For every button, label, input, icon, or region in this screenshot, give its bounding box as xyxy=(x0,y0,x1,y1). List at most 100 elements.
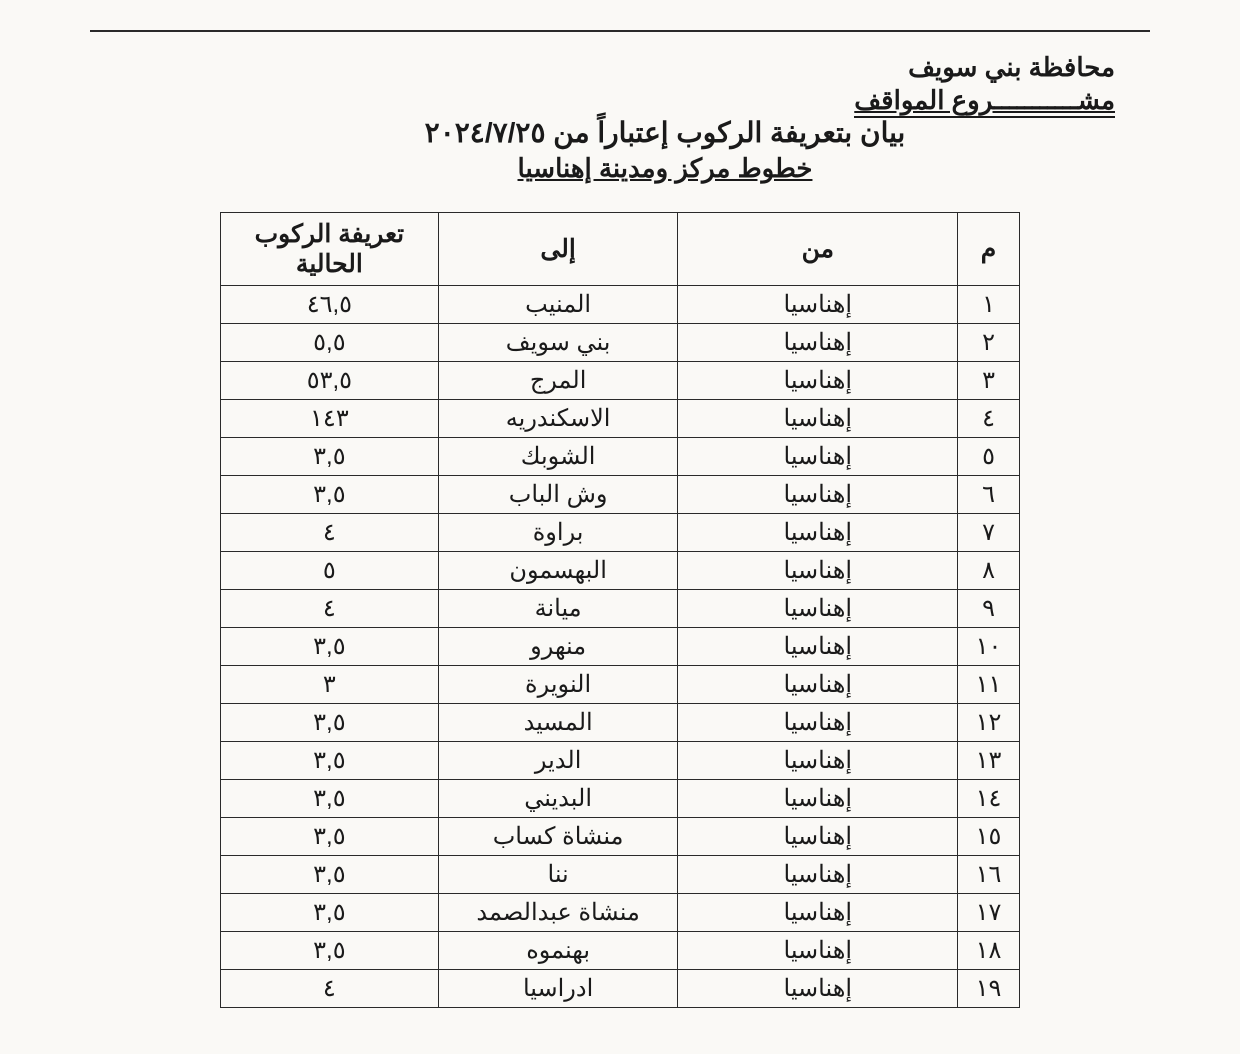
cell-from: إهناسيا xyxy=(678,704,958,742)
cell-num: ٩ xyxy=(958,590,1020,628)
cell-num: ١٤ xyxy=(958,780,1020,818)
cell-from: إهناسيا xyxy=(678,628,958,666)
cell-num: ١٢ xyxy=(958,704,1020,742)
top-border-line xyxy=(90,30,1150,32)
cell-to: النويرة xyxy=(438,666,678,704)
table-row: ١٦إهناسياننا٣,٥ xyxy=(221,856,1020,894)
cell-fare: ٣,٥ xyxy=(221,894,439,932)
table-row: ١٤إهناسياالبديني٣,٥ xyxy=(221,780,1020,818)
cell-num: ١٦ xyxy=(958,856,1020,894)
cell-num: ١٧ xyxy=(958,894,1020,932)
cell-num: ١٩ xyxy=(958,970,1020,1008)
cell-fare: ٤٦,٥ xyxy=(221,286,439,324)
cell-from: إهناسيا xyxy=(678,970,958,1008)
table-header-row: م من إلى تعريفة الركوب الحالية xyxy=(221,213,1020,286)
cell-fare: ٣,٥ xyxy=(221,932,439,970)
fare-table: م من إلى تعريفة الركوب الحالية ١إهناسياا… xyxy=(220,212,1020,1008)
cell-fare: ٣,٥ xyxy=(221,856,439,894)
cell-num: ٣ xyxy=(958,362,1020,400)
table-row: ٣إهناسياالمرج٥٣,٥ xyxy=(221,362,1020,400)
cell-to: ادراسيا xyxy=(438,970,678,1008)
table-row: ١٧إهناسيامنشاة عبدالصمد٣,٥ xyxy=(221,894,1020,932)
cell-from: إهناسيا xyxy=(678,552,958,590)
cell-to: بهنموه xyxy=(438,932,678,970)
document-page: محافظة بني سويف مشـــــــــــروع المواقف… xyxy=(0,0,1240,1054)
cell-to: منشاة عبدالصمد xyxy=(438,894,678,932)
table-row: ١٢إهناسياالمسيد٣,٥ xyxy=(221,704,1020,742)
cell-fare: ٤ xyxy=(221,970,439,1008)
cell-to: ننا xyxy=(438,856,678,894)
cell-to: البهسمون xyxy=(438,552,678,590)
cell-from: إهناسيا xyxy=(678,894,958,932)
cell-from: إهناسيا xyxy=(678,400,958,438)
cell-from: إهناسيا xyxy=(678,742,958,780)
cell-to: البديني xyxy=(438,780,678,818)
cell-num: ٢ xyxy=(958,324,1020,362)
col-header-fare: تعريفة الركوب الحالية xyxy=(221,213,439,286)
table-row: ٧إهناسيابراوة٤ xyxy=(221,514,1020,552)
cell-to: ميانة xyxy=(438,590,678,628)
table-row: ١٣إهناسياالدير٣,٥ xyxy=(221,742,1020,780)
cell-fare: ٥٣,٥ xyxy=(221,362,439,400)
table-row: ٦إهناسياوش الباب٣,٥ xyxy=(221,476,1020,514)
cell-to: الاسكندريه xyxy=(438,400,678,438)
table-row: ٢إهناسيابني سويف٥,٥ xyxy=(221,324,1020,362)
cell-from: إهناسيا xyxy=(678,324,958,362)
cell-from: إهناسيا xyxy=(678,666,958,704)
governorate-name: محافظة بني سويف xyxy=(90,52,1115,83)
title-line-2: خطوط مركز ومدينة إهناسيا xyxy=(180,153,1150,184)
cell-num: ١٨ xyxy=(958,932,1020,970)
cell-from: إهناسيا xyxy=(678,818,958,856)
title-block: بيان بتعريفة الركوب إعتباراً من ٢٠٢٤/٧/٢… xyxy=(180,116,1150,184)
cell-num: ٨ xyxy=(958,552,1020,590)
cell-fare: ٥,٥ xyxy=(221,324,439,362)
cell-to: الشوبك xyxy=(438,438,678,476)
cell-fare: ٣,٥ xyxy=(221,704,439,742)
col-header-to: إلى xyxy=(438,213,678,286)
cell-fare: ٤ xyxy=(221,590,439,628)
cell-to: المرج xyxy=(438,362,678,400)
title-line-1: بيان بتعريفة الركوب إعتباراً من ٢٠٢٤/٧/٢… xyxy=(180,116,1150,149)
cell-fare: ١٤٣ xyxy=(221,400,439,438)
cell-from: إهناسيا xyxy=(678,286,958,324)
cell-from: إهناسيا xyxy=(678,438,958,476)
cell-fare: ٣,٥ xyxy=(221,628,439,666)
table-row: ١٥إهناسيامنشاة كساب٣,٥ xyxy=(221,818,1020,856)
cell-to: الدير xyxy=(438,742,678,780)
cell-to: براوة xyxy=(438,514,678,552)
cell-to: بني سويف xyxy=(438,324,678,362)
cell-num: ٦ xyxy=(958,476,1020,514)
cell-num: ١٥ xyxy=(958,818,1020,856)
header-block: محافظة بني سويف مشـــــــــــروع المواقف xyxy=(90,52,1115,118)
cell-fare: ٣,٥ xyxy=(221,780,439,818)
cell-from: إهناسيا xyxy=(678,476,958,514)
cell-fare: ٣,٥ xyxy=(221,742,439,780)
cell-num: ٤ xyxy=(958,400,1020,438)
cell-to: المسيد xyxy=(438,704,678,742)
table-row: ٨إهناسياالبهسمون٥ xyxy=(221,552,1020,590)
table-row: ٤إهناسياالاسكندريه١٤٣ xyxy=(221,400,1020,438)
col-header-from: من xyxy=(678,213,958,286)
cell-fare: ٥ xyxy=(221,552,439,590)
cell-from: إهناسيا xyxy=(678,932,958,970)
cell-from: إهناسيا xyxy=(678,362,958,400)
col-header-num: م xyxy=(958,213,1020,286)
cell-fare: ٣ xyxy=(221,666,439,704)
cell-fare: ٣,٥ xyxy=(221,476,439,514)
cell-fare: ٣,٥ xyxy=(221,438,439,476)
table-body: ١إهناسياالمنيب٤٦,٥٢إهناسيابني سويف٥,٥٣إه… xyxy=(221,286,1020,1008)
table-row: ١إهناسياالمنيب٤٦,٥ xyxy=(221,286,1020,324)
cell-from: إهناسيا xyxy=(678,590,958,628)
table-row: ١٨إهناسيابهنموه٣,٥ xyxy=(221,932,1020,970)
cell-to: وش الباب xyxy=(438,476,678,514)
cell-fare: ٣,٥ xyxy=(221,818,439,856)
cell-num: ١ xyxy=(958,286,1020,324)
cell-num: ٧ xyxy=(958,514,1020,552)
table-row: ١١إهناسياالنويرة٣ xyxy=(221,666,1020,704)
cell-to: المنيب xyxy=(438,286,678,324)
table-row: ١٩إهناسياادراسيا٤ xyxy=(221,970,1020,1008)
cell-from: إهناسيا xyxy=(678,856,958,894)
cell-num: ١٠ xyxy=(958,628,1020,666)
cell-num: ١١ xyxy=(958,666,1020,704)
cell-to: منهرو xyxy=(438,628,678,666)
